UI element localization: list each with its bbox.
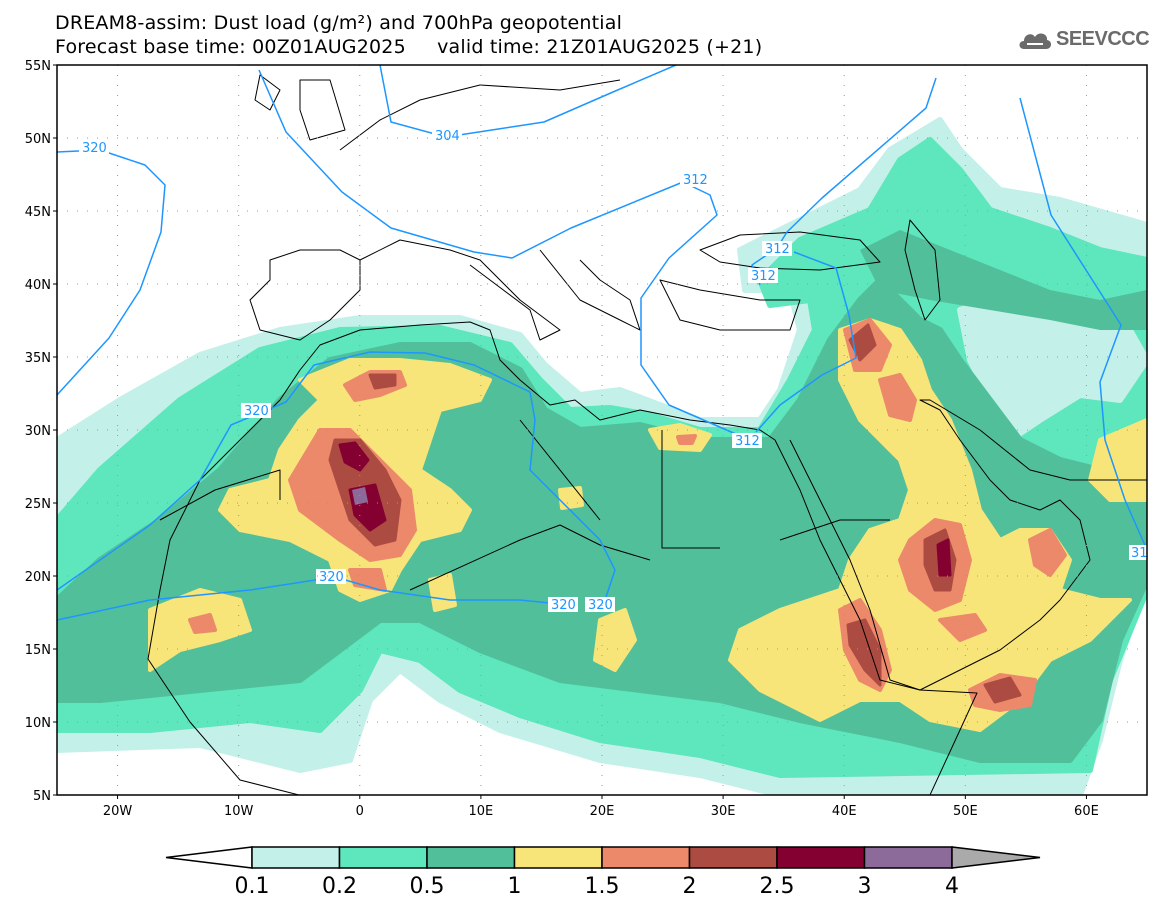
colorbar-label: 0.1: [235, 874, 270, 899]
contour-label: 312: [765, 242, 790, 257]
colorbar-lower-extend: [165, 846, 253, 869]
contour-320-sahel: [57, 576, 571, 621]
colorbar-bin: [863, 846, 953, 869]
lat-label: 20N: [25, 570, 51, 585]
contour-label: 320: [319, 570, 344, 585]
lat-label: 5N: [33, 789, 51, 804]
colorbar-label: 2: [683, 874, 697, 899]
colorbar-bin: [426, 846, 516, 869]
lon-label: 50E: [953, 804, 978, 819]
lat-label: 35N: [25, 351, 51, 366]
longitude-labels: 20W 10W 0 10E 20E 30E 40E 50E 60E: [103, 795, 1099, 819]
contour-label: 320: [244, 404, 269, 419]
contour-label: 320: [82, 141, 107, 156]
lon-label: 30E: [711, 804, 736, 819]
lat-label: 55N: [25, 59, 51, 74]
colorbar-bin: [688, 846, 778, 869]
colorbar-label: 1: [508, 874, 522, 899]
lon-label: 10E: [469, 804, 494, 819]
latitude-labels: 55N 50N 45N 40N 35N 30N 25N 20N 15N 10N 5N: [25, 59, 57, 804]
lon-label: 10W: [224, 804, 254, 819]
contour-312-east: [751, 77, 937, 433]
colorbar-bin: [513, 846, 603, 869]
contour-320-africa: [57, 351, 616, 601]
lon-label: 20W: [103, 804, 133, 819]
contour-320-east: [1019, 97, 1147, 551]
contour-label: 320: [588, 598, 613, 613]
contour-labels: 320 304 312 312 312 312 320 320 320 320 …: [79, 128, 1148, 613]
seevccc-logo: SEEVCCC: [1018, 28, 1150, 51]
colorbar-label: 2.5: [760, 874, 795, 899]
colorbar-label: 1.5: [585, 874, 620, 899]
colorbar-label: 3: [858, 874, 872, 899]
contour-label: 312: [751, 269, 776, 284]
lat-label: 45N: [25, 205, 51, 220]
contour-label: 304: [435, 129, 460, 144]
contour-label: 312: [683, 173, 708, 188]
lat-label: 30N: [25, 424, 51, 439]
colorbar-upper-extend: [951, 846, 1041, 869]
forecast-times: Forecast base time: 00Z01AUG2025 valid t…: [55, 36, 763, 58]
dust-field: 320 304 312 312 312 312 320 320 320 320 …: [57, 65, 1148, 795]
lon-label: 60E: [1074, 804, 1099, 819]
colorbar-bin: [251, 846, 341, 869]
colorbar-bin: [776, 846, 866, 869]
coastlines-borders: [147, 74, 1147, 795]
colorbar: 0.1 0.2 0.5 1 1.5 2 2.5 3 4: [165, 846, 1041, 899]
colorbar-label: 0.5: [410, 874, 445, 899]
logo-text: SEEVCCC: [1056, 28, 1150, 50]
colorbar-label: 4: [945, 874, 959, 899]
colorbar-bin: [338, 846, 428, 869]
lon-label: 20E: [590, 804, 615, 819]
contour-304: [379, 65, 677, 138]
lon-label: 0: [356, 804, 364, 819]
cloud-icon: [1019, 32, 1052, 49]
lon-label: 40E: [832, 804, 857, 819]
lat-label: 25N: [25, 497, 51, 512]
colorbar-bin: [601, 846, 691, 869]
contour-label: 320: [551, 598, 576, 613]
dust-level-0.5-patch: [860, 230, 1147, 330]
contour-label: 31: [1131, 546, 1148, 561]
lat-label: 40N: [25, 278, 51, 293]
lat-label: 50N: [25, 132, 51, 147]
lat-label: 10N: [25, 716, 51, 731]
lat-label: 15N: [25, 643, 51, 658]
colorbar-label: 0.2: [322, 874, 357, 899]
contour-label: 312: [735, 434, 760, 449]
map-title: DREAM8-assim: Dust load (g/m²) and 700hP…: [55, 12, 623, 34]
contour-320-northwest: [57, 149, 166, 396]
